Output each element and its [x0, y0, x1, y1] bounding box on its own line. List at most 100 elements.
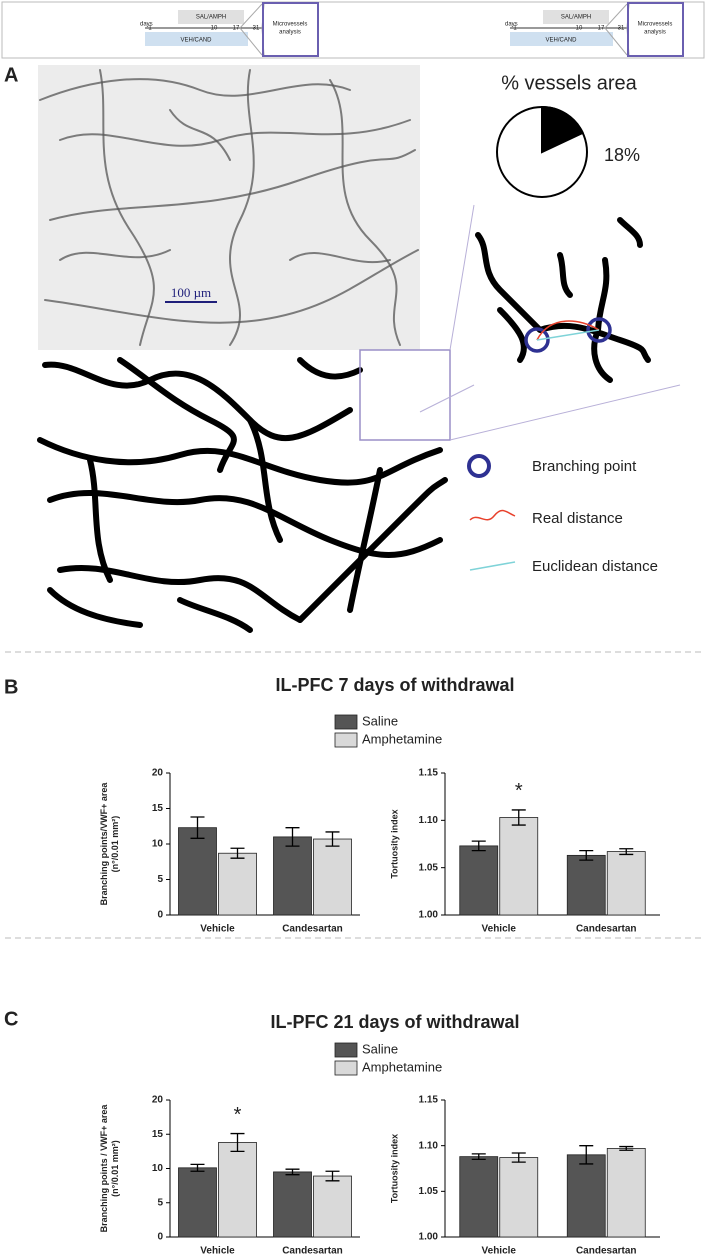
- euclidean-distance: [536, 329, 600, 341]
- y-tick-label: 15: [152, 803, 164, 814]
- significance-mark: *: [515, 780, 523, 802]
- bar: [178, 827, 217, 916]
- legend-label: Amphetamine: [362, 731, 442, 746]
- treatment-label: SAL/AMPH: [196, 15, 226, 21]
- bar: [218, 852, 257, 916]
- legend-symbol: [467, 454, 491, 478]
- y-tick-label: 0: [157, 910, 163, 921]
- legend-label: Real distance: [532, 510, 623, 527]
- error-bar: [619, 848, 634, 856]
- analysis-box: [262, 2, 319, 57]
- y-axis-title: (n°/0.01 mm²): [110, 1140, 120, 1197]
- analysis-label: analysis: [644, 30, 666, 36]
- analysis-label: Microvessels: [273, 22, 308, 28]
- bar: [499, 817, 539, 916]
- treatment-label: VEH/CAND: [180, 38, 212, 44]
- error-bar: [471, 840, 486, 852]
- analysis-label: analysis: [279, 30, 301, 36]
- legend-swatch: [334, 732, 358, 748]
- panel-label: A: [4, 64, 18, 86]
- treatment-box: [145, 32, 248, 46]
- y-tick-label: 5: [157, 1197, 163, 1208]
- y-axis-title: Tortuosity index: [389, 1134, 399, 1203]
- treatment-box: [510, 32, 613, 46]
- timeline: days 1 10 17 31 SAL/AMPH VEH/CAND Microv…: [505, 2, 684, 57]
- bar: [459, 1156, 499, 1238]
- analysis-box: [627, 2, 684, 57]
- treatment-box: [178, 10, 244, 24]
- bar: [218, 1142, 257, 1238]
- day-tick: 1: [148, 26, 152, 32]
- legend-label: Amphetamine: [362, 1059, 442, 1074]
- bar: [566, 1154, 606, 1238]
- y-tick-label: 20: [152, 1095, 164, 1106]
- error-bar: [579, 849, 594, 861]
- legend-label: Euclidean distance: [532, 558, 658, 575]
- panel-title: IL-PFC 21 days of withdrawal: [270, 1012, 519, 1032]
- timeline: days 1 10 17 31 SAL/AMPH VEH/CAND Microv…: [140, 2, 319, 57]
- y-tick-label: 1.05: [419, 1186, 439, 1197]
- y-tick-label: 1.00: [419, 1232, 439, 1243]
- error-bar: [190, 816, 205, 839]
- y-tick-label: 1.05: [419, 862, 439, 873]
- panel-label: B: [4, 676, 18, 698]
- scale-bar-label: 100 µm: [171, 285, 211, 300]
- bar: [273, 1171, 312, 1238]
- y-axis-title: Tortuosity index: [389, 809, 399, 878]
- zoom-box: [359, 349, 451, 441]
- treatment-box: [543, 10, 609, 24]
- micrograph-vessels: [39, 69, 419, 346]
- y-tick-label: 0: [157, 1232, 163, 1243]
- days-label: days: [505, 22, 518, 28]
- error-bar: [619, 1145, 634, 1151]
- day-tick: 17: [598, 26, 605, 32]
- bar: [606, 1148, 646, 1238]
- day-tick: 17: [233, 26, 240, 32]
- binary-vessels: [37, 357, 448, 633]
- day-tick: 1: [513, 26, 517, 32]
- bar: [459, 845, 499, 916]
- y-tick-label: 1.10: [419, 815, 439, 826]
- micrograph: [38, 65, 420, 350]
- bar: [606, 851, 646, 916]
- significance-mark: *: [234, 1104, 242, 1126]
- y-axis-title: Branching points / VWF+ area: [99, 1104, 109, 1233]
- bar: [178, 1167, 217, 1238]
- x-tick-label: Vehicle: [200, 1246, 235, 1255]
- error-bar: [230, 847, 245, 859]
- legend-label: Saline: [362, 1041, 398, 1056]
- error-bar: [325, 831, 340, 847]
- legend-swatch: [334, 1060, 358, 1076]
- bar: [499, 1157, 539, 1238]
- y-tick-label: 20: [152, 768, 164, 779]
- error-bar: [285, 827, 300, 847]
- error-bar: [511, 809, 526, 826]
- y-tick-label: 1.15: [419, 768, 439, 779]
- legend-swatch: [334, 1042, 358, 1058]
- branching-point: [524, 327, 550, 353]
- panel-title: IL-PFC 7 days of withdrawal: [275, 675, 514, 695]
- zoom-lines: [419, 204, 681, 441]
- legend-label: Branching point: [532, 458, 637, 475]
- legend-symbol: [469, 509, 516, 521]
- y-tick-label: 10: [152, 839, 164, 850]
- x-tick-label: Vehicle: [482, 1246, 517, 1255]
- error-bar: [325, 1170, 340, 1182]
- bar: [313, 838, 352, 916]
- y-axis-title: (n°/0.01 mm²): [110, 816, 120, 873]
- bar: [273, 836, 312, 916]
- pie-value-label: 18%: [604, 145, 640, 165]
- bar: [313, 1175, 352, 1238]
- analysis-label: Microvessels: [638, 22, 673, 28]
- legend-label: Saline: [362, 713, 398, 728]
- bar: [566, 854, 606, 916]
- y-axis-title: Branching points/VWF+ area: [99, 782, 109, 906]
- x-tick-label: Candesartan: [282, 924, 343, 935]
- error-bar: [230, 1132, 245, 1153]
- branching-point: [586, 317, 612, 343]
- timeline-frame: [1, 1, 705, 59]
- day-tick: 10: [576, 26, 583, 32]
- x-tick-label: Vehicle: [482, 924, 517, 935]
- day-tick: 31: [618, 26, 625, 32]
